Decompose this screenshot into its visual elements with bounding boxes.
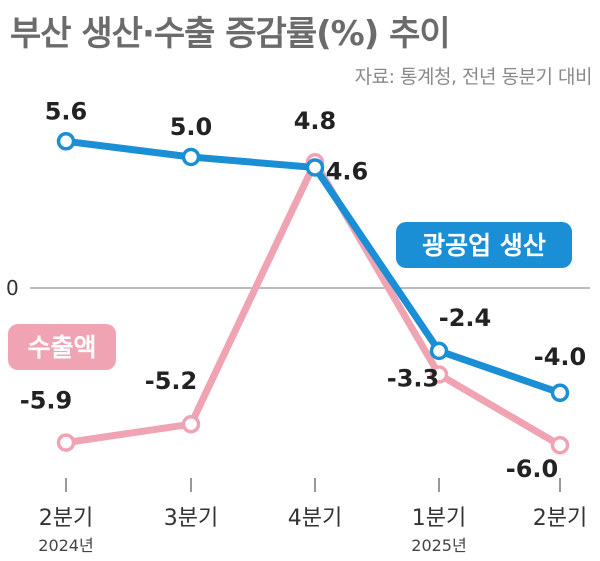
production-data-label: 5.0 — [170, 113, 213, 141]
exports-data-label: -3.3 — [387, 364, 439, 392]
exports-series-label: 수출액 — [27, 333, 96, 362]
production-data-label: 4.6 — [326, 157, 369, 185]
exports-data-label: -6.0 — [506, 455, 558, 483]
zero-label: 0 — [6, 276, 19, 300]
x-tick-label: 1분기 — [412, 506, 466, 531]
production-series-tag — [396, 222, 572, 268]
production-marker — [56, 132, 76, 151]
exports-marker — [550, 435, 570, 455]
x-tick-label: 2분기 — [533, 506, 587, 531]
production-data-label: 5.6 — [45, 97, 88, 125]
production-marker — [181, 147, 201, 167]
chart-title: 부산 생산·수출 증감률(%) 추이 — [10, 14, 451, 54]
x-year-label: 2025년 — [411, 536, 466, 555]
exports-marker — [429, 365, 449, 384]
exports-data-label: 4.8 — [294, 107, 337, 135]
production-marker — [550, 383, 570, 403]
x-year-label: 2024년 — [38, 536, 93, 555]
x-tick-label: 3분기 — [164, 506, 218, 531]
x-tick-label: 4분기 — [288, 506, 342, 531]
production-series-label: 광공업 생산 — [422, 231, 546, 260]
x-tick-label: 2분기 — [39, 506, 93, 531]
exports-data-label: -5.9 — [20, 387, 72, 415]
production-marker — [429, 341, 449, 361]
exports-series-tag — [8, 324, 116, 370]
production-data-label: -2.4 — [439, 304, 491, 332]
exports-marker — [181, 414, 201, 434]
exports-marker — [56, 433, 76, 452]
production-data-label: -4.0 — [534, 343, 586, 371]
exports-data-label: -5.2 — [145, 367, 197, 395]
production-marker — [305, 158, 325, 177]
source-note: 자료: 통계청, 전년 동분기 대비 — [354, 66, 593, 88]
